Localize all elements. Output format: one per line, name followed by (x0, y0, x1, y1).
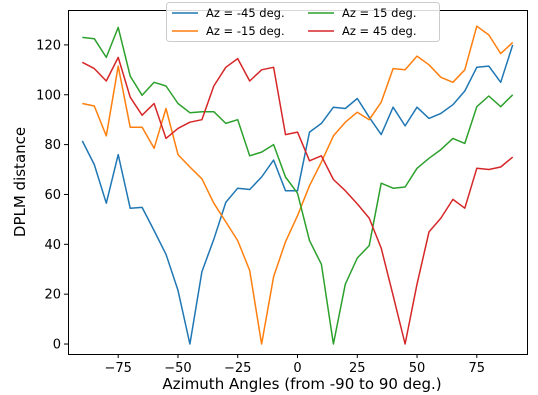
legend-label: Az = -15 deg. (206, 24, 285, 38)
legend-label: Az = 15 deg. (342, 6, 416, 20)
series-line-3 (82, 26, 514, 345)
legend-box (166, 2, 440, 42)
y-tick-label: 120 (36, 38, 61, 53)
y-tick-label: 20 (44, 288, 61, 303)
y-axis: 0 20 40 60 80 100 120 (36, 38, 68, 353)
legend-label: Az = 45 deg. (342, 24, 416, 38)
x-tick-label: −75 (104, 361, 131, 376)
y-tick-label: 60 (44, 188, 61, 203)
x-axis-label: Azimuth Angles (from -90 to 90 deg.) (162, 375, 441, 393)
x-tick-label: −50 (164, 361, 191, 376)
legend-label: Az = -45 deg. (206, 6, 285, 20)
series-line-1 (81, 44, 514, 345)
y-axis-label: DPLM distance (11, 127, 29, 237)
x-tick-label: 0 (293, 361, 301, 376)
series-line-4 (81, 56, 514, 345)
x-axis: −75 −50 −25 0 25 50 75 (104, 354, 485, 376)
x-tick-label: −25 (224, 361, 251, 376)
y-tick-label: 0 (53, 338, 61, 353)
x-tick-label: 75 (469, 361, 486, 376)
y-tick-label: 40 (44, 238, 61, 253)
legend: Az = -45 deg. Az = -15 deg. Az = 15 deg. Az… (166, 2, 440, 42)
series-line-2 (82, 25, 514, 345)
y-tick-label: 80 (44, 138, 61, 153)
x-tick-label: 50 (409, 361, 426, 376)
x-tick-label: 25 (349, 361, 366, 376)
series-layer (81, 25, 514, 345)
y-tick-label: 100 (36, 88, 61, 103)
